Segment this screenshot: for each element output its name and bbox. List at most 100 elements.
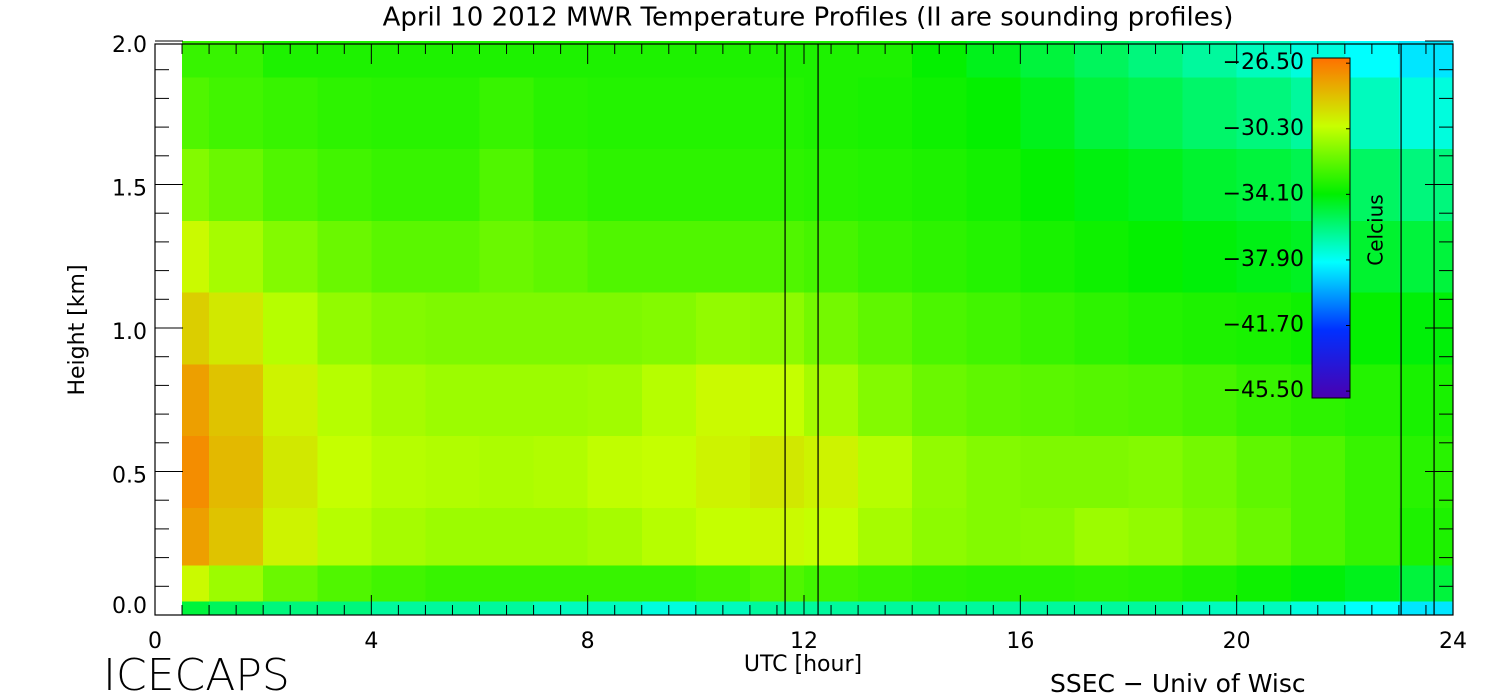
temperature-cell — [641, 435, 697, 508]
temperature-cell — [371, 148, 427, 221]
temperature-cell — [695, 435, 751, 508]
temperature-cell — [641, 76, 697, 150]
temperature-cell — [182, 564, 210, 602]
temperature-cell — [263, 435, 318, 508]
temperature-cell — [371, 76, 427, 150]
temperature-cell — [182, 600, 210, 616]
colorbar — [1311, 57, 1351, 399]
temperature-cell — [1344, 435, 1400, 508]
temperature-cell — [1344, 363, 1400, 437]
temperature-cell — [1344, 148, 1400, 221]
temperature-cell — [1182, 363, 1238, 437]
temperature-cell — [749, 363, 805, 437]
temperature-cell — [1236, 292, 1292, 365]
temperature-cell — [1128, 76, 1184, 150]
temperature-cell — [912, 292, 967, 365]
temperature-cell — [425, 76, 481, 150]
temperature-cell — [1344, 564, 1400, 602]
temperature-cell — [1182, 564, 1238, 602]
temperature-cell — [533, 507, 589, 566]
temperature-cell — [1074, 220, 1130, 293]
temperature-cell — [1290, 564, 1346, 602]
temperature-cell — [317, 435, 372, 508]
temperature-cell — [182, 76, 210, 150]
temperature-cell — [209, 507, 264, 566]
temperature-cell — [317, 564, 372, 602]
temperature-cell — [966, 435, 1021, 508]
temperature-cell — [749, 220, 805, 293]
temperature-cell — [371, 435, 427, 508]
temperature-cell — [695, 148, 751, 221]
temperature-cell — [858, 76, 913, 150]
temperature-cell — [1128, 363, 1184, 437]
x-tick-label: 24 — [1439, 629, 1467, 654]
temperature-cell — [263, 363, 318, 437]
temperature-cell — [1128, 564, 1184, 602]
y-tick-label: 0.0 — [112, 594, 147, 619]
temperature-cell — [533, 363, 589, 437]
temperature-cell — [317, 507, 372, 566]
temperature-cell — [425, 435, 481, 508]
temperature-cell — [587, 292, 643, 365]
temperature-cell — [425, 363, 481, 437]
colorbar-tick-label: −26.50 — [1223, 50, 1304, 75]
temperature-cell — [966, 564, 1021, 602]
temperature-cell — [263, 564, 318, 602]
temperature-cell — [182, 507, 210, 566]
temperature-cell — [641, 363, 697, 437]
x-tick-label: 16 — [1006, 629, 1034, 654]
temperature-cell — [858, 363, 913, 437]
temperature-cell — [479, 564, 535, 602]
temperature-cell — [209, 76, 264, 150]
x-tick-label: 0 — [148, 629, 162, 654]
temperature-cell — [263, 292, 318, 365]
temperature-cell — [263, 148, 318, 221]
temperature-cell — [209, 220, 264, 293]
chart-title: April 10 2012 MWR Temperature Profiles (… — [383, 3, 1234, 33]
temperature-cell — [749, 148, 805, 221]
temperature-cell — [1236, 148, 1292, 221]
temperature-cell — [858, 564, 913, 602]
temperature-cell — [1398, 220, 1454, 293]
temperature-cell — [695, 363, 751, 437]
temperature-cell — [263, 507, 318, 566]
temperature-cell — [1182, 292, 1238, 365]
temperature-cell — [1398, 76, 1454, 150]
temperature-cell — [182, 148, 210, 221]
credit-text: SSEC − Univ of Wisc — [1050, 669, 1306, 698]
temperature-cell — [858, 148, 913, 221]
temperature-cell — [1074, 292, 1130, 365]
temperature-cell — [912, 363, 967, 437]
temperature-cell — [912, 76, 967, 150]
temperature-cell — [317, 363, 372, 437]
temperature-cell — [1398, 507, 1454, 566]
temperature-cell — [317, 148, 372, 221]
temperature-cell — [182, 435, 210, 508]
temperature-cell — [1074, 76, 1130, 150]
temperature-cell — [425, 564, 481, 602]
temperature-cell — [479, 76, 535, 150]
temperature-cell — [1236, 76, 1292, 150]
y-tick-label: 2.0 — [112, 33, 147, 58]
temperature-cell — [587, 363, 643, 437]
temperature-cell — [182, 220, 210, 293]
temperature-cell — [858, 435, 913, 508]
temperature-cell — [263, 76, 318, 150]
temperature-cell — [966, 76, 1021, 150]
temperature-cell — [479, 363, 535, 437]
temperature-cell — [966, 220, 1021, 293]
temperature-cell — [641, 148, 697, 221]
temperature-cell — [587, 76, 643, 150]
temperature-cell — [1074, 148, 1130, 221]
temperature-cell — [749, 76, 805, 150]
temperature-cell — [804, 363, 859, 437]
temperature-cell — [1236, 507, 1292, 566]
temperature-cell — [1020, 220, 1076, 293]
x-tick-label: 12 — [790, 629, 818, 654]
temperature-cell — [641, 564, 697, 602]
temperature-cell — [1182, 148, 1238, 221]
temperature-cell — [182, 41, 210, 78]
temperature-cell — [749, 435, 805, 508]
temperature-cell — [1128, 292, 1184, 365]
temperature-cell — [371, 363, 427, 437]
